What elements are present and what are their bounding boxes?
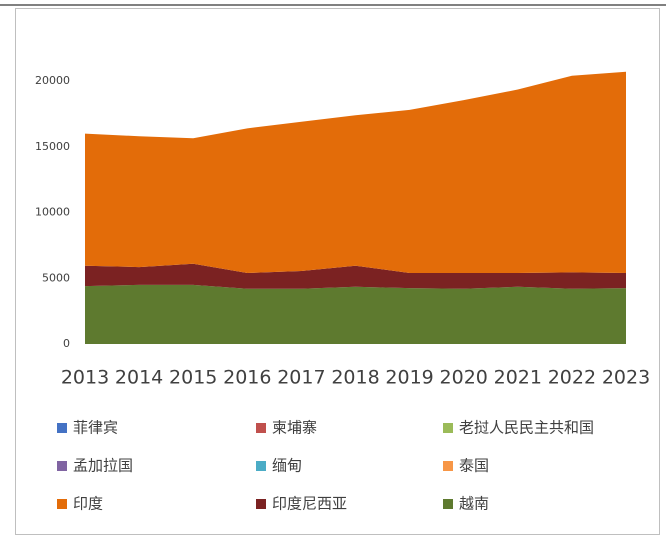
legend-swatch bbox=[57, 499, 67, 509]
legend-label: 柬埔寨 bbox=[272, 419, 317, 437]
chart-border bbox=[15, 8, 660, 535]
x-tick-label: 2020 bbox=[440, 367, 488, 389]
x-tick-label: 2019 bbox=[385, 367, 433, 389]
legend-swatch bbox=[256, 423, 266, 433]
area bbox=[85, 71, 626, 273]
y-tick-label: 10000 bbox=[35, 206, 70, 219]
legend-swatch bbox=[57, 461, 67, 471]
y-tick-label: 15000 bbox=[35, 140, 70, 153]
legend-swatch bbox=[57, 423, 67, 433]
x-tick-label: 2023 bbox=[602, 367, 650, 389]
legend-label: 越南 bbox=[459, 495, 489, 513]
x-tick-label: 2016 bbox=[223, 367, 271, 389]
legend-label: 印度 bbox=[73, 495, 103, 513]
x-tick-label: 2022 bbox=[548, 367, 596, 389]
x-tick-label: 2013 bbox=[61, 367, 109, 389]
area bbox=[85, 263, 626, 289]
legend-label: 老挝人民民主共和国 bbox=[459, 419, 594, 437]
legend-swatch bbox=[443, 423, 453, 433]
legend-label: 孟加拉国 bbox=[73, 457, 133, 475]
y-tick-label: 0 bbox=[63, 337, 70, 350]
x-tick-label: 2015 bbox=[169, 367, 217, 389]
legend-label: 印度尼西亚 bbox=[272, 495, 347, 513]
area bbox=[85, 284, 626, 344]
x-tick-label: 2014 bbox=[115, 367, 163, 389]
y-tick-label: 20000 bbox=[35, 74, 70, 87]
legend-swatch bbox=[256, 499, 266, 509]
legend-label: 泰国 bbox=[459, 457, 489, 475]
legend-label: 缅甸 bbox=[272, 457, 302, 475]
x-tick-label: 2018 bbox=[331, 367, 379, 389]
legend-swatch bbox=[443, 499, 453, 509]
y-tick-label: 5000 bbox=[42, 271, 70, 284]
x-tick-label: 2021 bbox=[494, 367, 542, 389]
legend-swatch bbox=[256, 461, 266, 471]
legend-label: 菲律宾 bbox=[73, 419, 118, 437]
legend-swatch bbox=[443, 461, 453, 471]
x-tick-label: 2017 bbox=[277, 367, 325, 389]
